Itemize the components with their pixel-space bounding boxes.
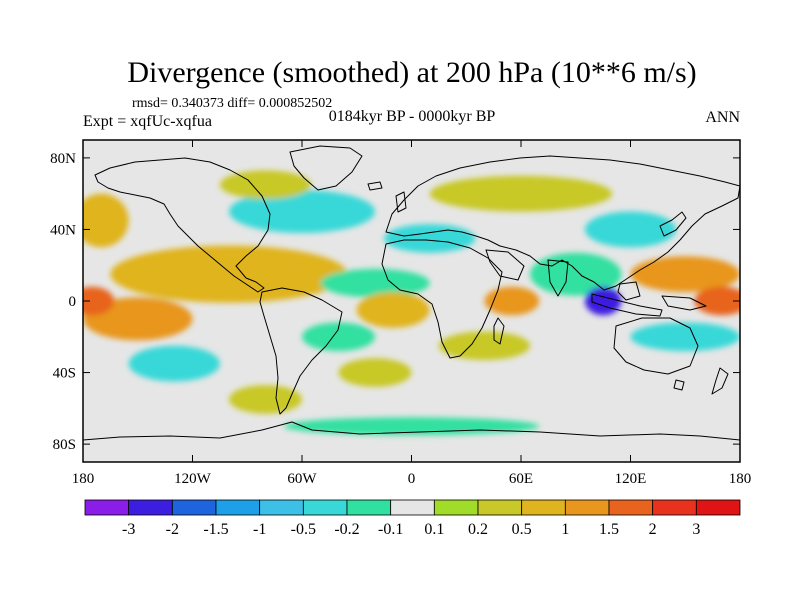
colorbar-label: -0.5 xyxy=(291,521,316,538)
coastline-new-guinea xyxy=(661,295,707,311)
field-blob-17 xyxy=(630,322,740,352)
axis-ticks xyxy=(82,140,741,462)
colorbar-label: 1 xyxy=(561,521,569,538)
colorbar-label: -3 xyxy=(122,521,135,538)
colorbar xyxy=(84,499,741,516)
colorbar-label: -1.5 xyxy=(203,521,228,538)
y-tick-label-40n: 40N xyxy=(50,222,76,238)
colorbar-label: -2 xyxy=(166,521,179,538)
coastline-tasmania xyxy=(673,379,685,391)
field-blob-8 xyxy=(438,331,531,361)
y-tick-label-40s: 40S xyxy=(53,366,76,382)
colorbar-swatch-2 xyxy=(171,499,217,516)
coastline-borneo xyxy=(617,281,641,301)
y-tick-label-80s: 80S xyxy=(53,437,76,453)
season-label: ANN xyxy=(705,109,740,126)
x-tick-label-120w: 120W xyxy=(174,471,212,487)
field-blob-2 xyxy=(83,286,115,316)
colorbar-label: 1.5 xyxy=(599,521,619,538)
x-axis-labels: 180 120W 60W 0 60E 120E 180 xyxy=(72,471,752,487)
period-label: 0184kyr BP - 0000kyr BP xyxy=(329,108,496,125)
x-tick-label-60w: 60W xyxy=(287,471,317,487)
x-tick-label-120e: 120E xyxy=(615,471,647,487)
coastline-arabia xyxy=(485,249,525,281)
field-blob-18 xyxy=(302,322,375,352)
coastlines xyxy=(83,145,740,441)
x-tick-label-60e: 60E xyxy=(509,471,533,487)
x-tick-label-180e: 180 xyxy=(729,471,752,487)
x-tick-label-0: 0 xyxy=(408,471,416,487)
colorbar-label: 0.2 xyxy=(468,521,488,538)
coastline-africa xyxy=(381,239,503,359)
colorbar-label: -0.2 xyxy=(334,521,359,538)
colorbar-swatch-8 xyxy=(433,499,479,516)
experiment-label: Expt = xqfUc-xqfua xyxy=(83,113,212,130)
colorbar-label: -0.1 xyxy=(378,521,403,538)
colorbar-swatch-12 xyxy=(608,499,654,516)
y-tick-label-80n: 80N xyxy=(50,151,76,167)
field-blob-20 xyxy=(83,193,129,248)
colorbar-label: 0.5 xyxy=(512,521,532,538)
field-blob-16 xyxy=(384,224,476,253)
colorbar-swatch-11 xyxy=(564,499,610,516)
coastline-iceland xyxy=(367,181,383,191)
colorbar-swatch-9 xyxy=(477,499,523,516)
colorbar-swatch-3 xyxy=(215,499,261,516)
field-blob-10 xyxy=(584,286,622,316)
coastline-greenland xyxy=(289,145,363,191)
coastline-uk xyxy=(395,191,407,213)
field-blob-11 xyxy=(630,256,740,293)
coastline-indonesia xyxy=(591,293,663,317)
colorbar-label: 0.1 xyxy=(424,521,444,538)
field-blob-3 xyxy=(128,345,220,382)
colorbar-swatch-1 xyxy=(128,499,173,516)
field-blob-21 xyxy=(283,417,540,436)
colorbar-label: 2 xyxy=(649,521,657,538)
chart-title: Divergence (smoothed) at 200 hPa (10**6 … xyxy=(127,56,696,89)
y-tick-label-0: 0 xyxy=(69,294,77,310)
y-axis-labels: 80N 40N 0 40S 80S xyxy=(50,151,76,453)
colorbar-label: 3 xyxy=(692,521,700,538)
colorbar-swatch-14 xyxy=(695,499,741,516)
divergence-field xyxy=(83,170,740,436)
field-blob-4 xyxy=(229,190,375,234)
x-tick-label-180w: 180 xyxy=(72,471,95,487)
colorbar-swatch-0 xyxy=(84,499,130,516)
colorbar-labels: -3 -2 -1.5 -1 -0.5 -0.2 -0.1 0.1 0.2 0.5… xyxy=(122,521,700,538)
field-blob-22 xyxy=(229,385,302,414)
colorbar-swatch-5 xyxy=(302,499,348,516)
map-panel xyxy=(82,139,741,463)
stats-text: rmsd= 0.340373 diff= 0.000852502 xyxy=(132,96,332,111)
field-blob-14 xyxy=(429,175,613,212)
field-blob-19 xyxy=(338,358,412,387)
field-blob-12 xyxy=(694,286,740,316)
colorbar-swatch-10 xyxy=(521,499,566,516)
coastline-south-america xyxy=(259,287,343,415)
colorbar-swatch-4 xyxy=(259,499,304,516)
coastline-madagascar xyxy=(493,317,505,345)
field-blob-13 xyxy=(584,211,677,248)
field-blob-9 xyxy=(530,252,622,296)
colorbar-label: -1 xyxy=(253,521,266,538)
field-blob-15 xyxy=(219,170,312,200)
coastline-eurasia xyxy=(385,155,740,291)
field-blob-0 xyxy=(110,245,348,303)
field-blob-6 xyxy=(356,292,430,328)
coastline-new-zealand xyxy=(711,367,729,395)
field-blob-7 xyxy=(484,286,540,316)
coastline-japan xyxy=(659,211,687,237)
colorbar-swatch-7 xyxy=(390,499,435,516)
colorbar-swatch-13 xyxy=(652,499,697,516)
coastline-australia xyxy=(613,317,699,375)
coastline-antarctica xyxy=(83,421,740,441)
coastline-india xyxy=(547,259,569,297)
colorbar-swatch-6 xyxy=(346,499,392,516)
coastline-north-america xyxy=(94,157,271,293)
